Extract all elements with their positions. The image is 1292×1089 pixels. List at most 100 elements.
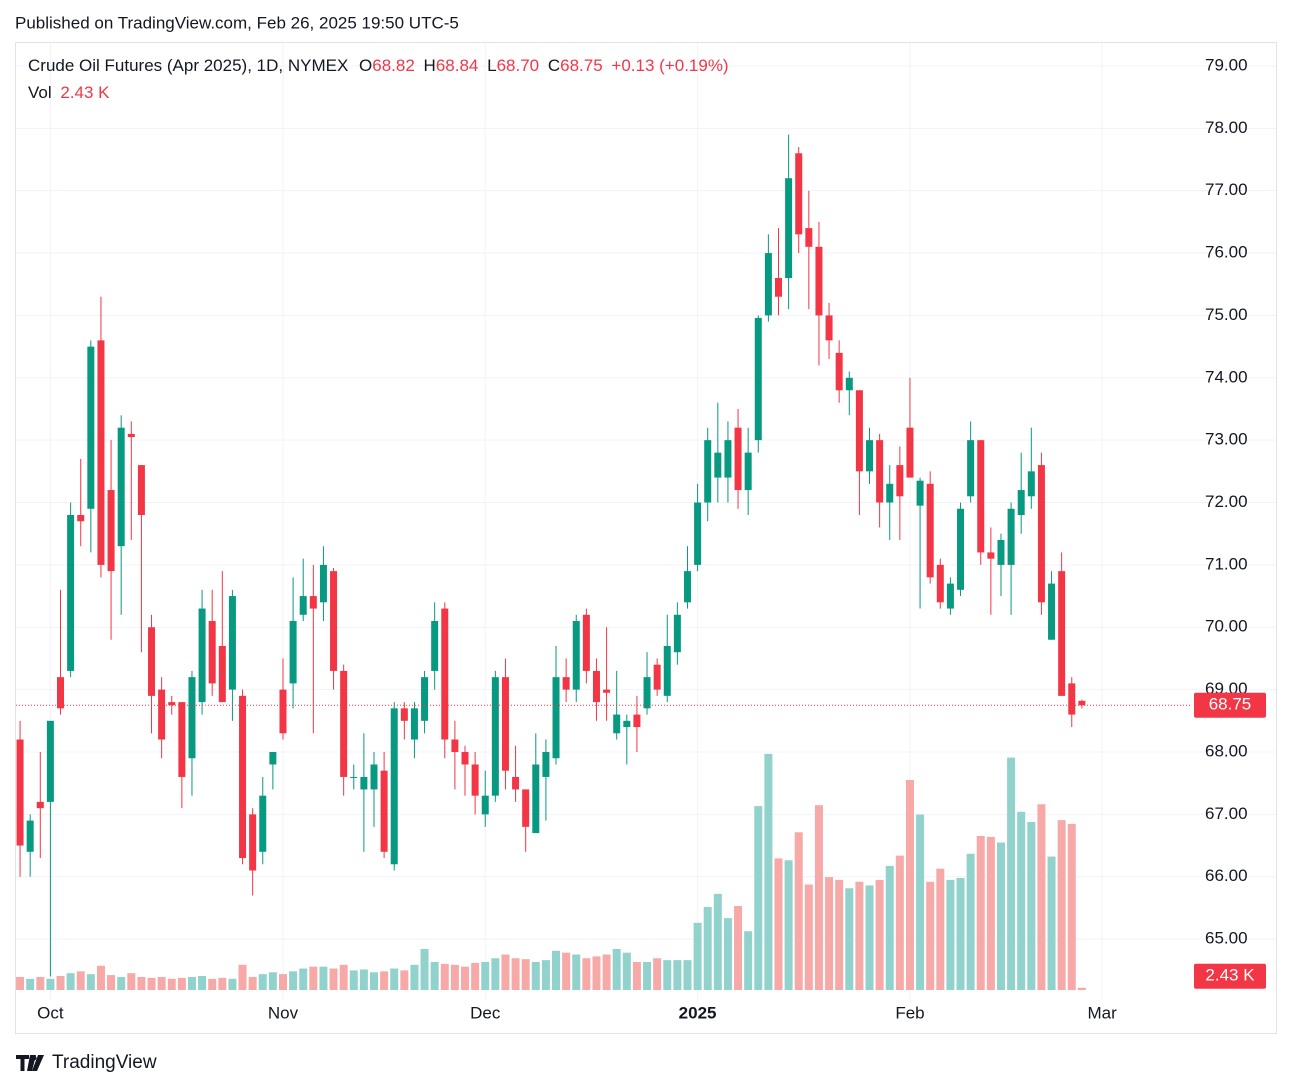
volume-bar xyxy=(208,978,217,990)
volume-bar xyxy=(825,877,834,990)
candle-body xyxy=(866,440,874,472)
volume-bar xyxy=(440,963,449,990)
candle-body xyxy=(137,465,145,515)
volume-bar xyxy=(784,860,793,990)
candle-body xyxy=(815,246,823,316)
candle-body xyxy=(117,427,125,547)
volume-bar xyxy=(552,950,561,990)
candle-body xyxy=(67,515,75,671)
volume-bar xyxy=(481,962,490,990)
volume-bar xyxy=(976,836,985,990)
volume-bar xyxy=(1077,987,1086,990)
volume-bar xyxy=(663,960,672,990)
candle-body xyxy=(299,596,307,615)
candle-body xyxy=(512,776,520,790)
legend-header: Crude Oil Futures (Apr 2025), 1D, NYMEX … xyxy=(28,56,729,75)
candle-body xyxy=(734,427,742,491)
volume-bar xyxy=(845,888,854,990)
ohlc-label: H xyxy=(424,56,436,75)
candle-body xyxy=(835,352,843,391)
y-tick-label: 72.00 xyxy=(1205,492,1248,511)
candle-body xyxy=(886,483,894,503)
volume-bar xyxy=(96,965,105,990)
candle-body xyxy=(319,564,327,603)
candle-body xyxy=(148,627,156,696)
volume-bar xyxy=(946,879,955,990)
volume-bar xyxy=(612,948,621,990)
volume-bar xyxy=(905,780,914,990)
chart-frame xyxy=(15,42,1277,1034)
candle-body xyxy=(97,340,105,565)
candle-body xyxy=(805,228,813,247)
volume-bar xyxy=(46,978,55,990)
candle-body xyxy=(501,677,509,771)
candle-body xyxy=(198,608,206,703)
candle-body xyxy=(239,695,247,859)
volume-bar xyxy=(572,954,581,990)
candle-body xyxy=(340,670,348,777)
candle-body xyxy=(673,614,681,653)
candle-body xyxy=(218,645,226,703)
volume-bar xyxy=(36,976,45,990)
volume-bar xyxy=(329,968,338,990)
candle-body xyxy=(603,689,611,693)
volume-bar xyxy=(703,906,712,990)
volume-bar xyxy=(936,868,945,990)
volume-pane xyxy=(16,753,1086,990)
candle-body xyxy=(572,621,580,690)
candle-body xyxy=(208,621,216,684)
candle-body xyxy=(451,739,459,752)
candle-body xyxy=(410,708,418,740)
y-tick-label: 74.00 xyxy=(1205,367,1248,386)
candle-body xyxy=(532,764,540,834)
volume-bar xyxy=(966,853,975,990)
volume-bar xyxy=(167,978,176,990)
volume-bar xyxy=(875,879,884,990)
footer-brand: TradingView xyxy=(52,1052,157,1073)
volume-bar xyxy=(926,881,935,990)
volume-bar xyxy=(471,962,480,990)
y-tick-label: 66.00 xyxy=(1205,866,1248,885)
candle-body xyxy=(653,664,661,690)
candle-body xyxy=(946,583,954,609)
candle-body xyxy=(683,571,691,603)
change: +0.13 (+0.19%) xyxy=(611,56,728,75)
x-tick-label: Feb xyxy=(895,1003,924,1022)
candle-body xyxy=(46,720,54,802)
volume-bar xyxy=(744,931,753,990)
volume-bar xyxy=(198,976,207,990)
symbol-title: Crude Oil Futures (Apr 2025), 1D, NYMEX xyxy=(28,56,348,75)
volume-bar xyxy=(754,806,763,990)
volume-bar xyxy=(187,976,196,990)
candle-body xyxy=(977,440,985,553)
y-tick-label: 73.00 xyxy=(1205,430,1248,449)
volume-bar xyxy=(734,906,743,990)
footer-logo xyxy=(16,1055,44,1071)
volume-bar xyxy=(278,974,287,990)
candle-body xyxy=(158,689,166,740)
volume-bar xyxy=(107,975,116,990)
candle-body xyxy=(1017,490,1025,515)
y-tick-label: 67.00 xyxy=(1205,804,1248,823)
candle-body xyxy=(795,153,803,235)
candle-body xyxy=(127,433,135,438)
volume-bar xyxy=(653,958,662,990)
candle-body xyxy=(16,739,24,846)
volume-bar xyxy=(349,970,358,990)
x-tick-label: 2025 xyxy=(679,1003,717,1022)
published-note: Published on TradingView.com, Feb 26, 20… xyxy=(15,13,459,32)
candle-body xyxy=(491,677,499,796)
candle-body xyxy=(421,677,429,721)
candle-body xyxy=(380,770,388,852)
candle-body xyxy=(906,427,914,478)
volume-bar xyxy=(127,973,136,990)
volume-bar xyxy=(764,753,773,990)
volume-bar xyxy=(835,879,844,990)
candle-body xyxy=(370,764,378,790)
volume-bar xyxy=(299,968,308,990)
volume-tag-label: 2.43 K xyxy=(1205,966,1255,985)
candle-body xyxy=(57,677,65,709)
candle-body xyxy=(825,315,833,341)
ohlc-label: O xyxy=(359,56,372,75)
